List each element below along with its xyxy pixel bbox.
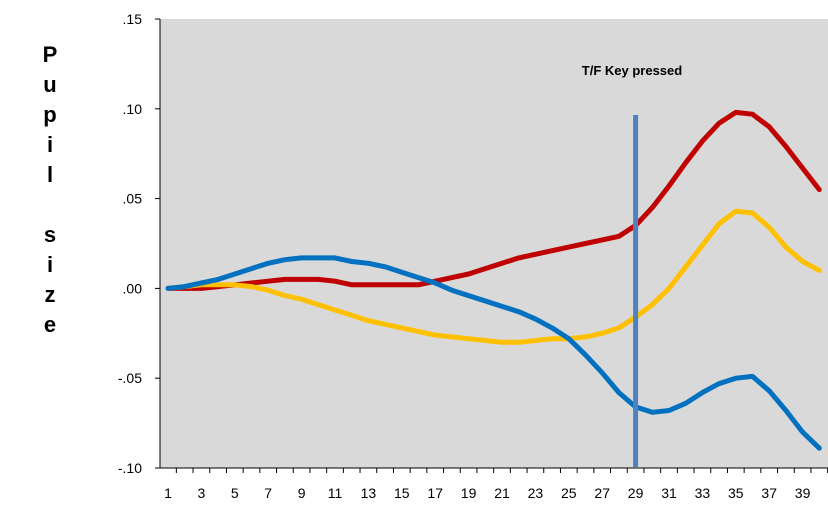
- x-tick-label: 19: [461, 485, 477, 501]
- y-axis-label-letter: z: [44, 282, 56, 307]
- x-tick-label: 27: [594, 485, 610, 501]
- x-tick-label: 37: [761, 485, 777, 501]
- y-axis-label-letter: u: [43, 72, 57, 97]
- y-tick-label: .10: [123, 101, 143, 117]
- x-tick-label: 5: [231, 485, 239, 501]
- x-tick-label: 39: [795, 485, 811, 501]
- y-tick-label: .00: [123, 280, 143, 296]
- key-press-annotation: T/F Key pressed: [582, 63, 682, 78]
- y-axis-label-letter: i: [46, 132, 54, 157]
- x-tick-label: 21: [494, 485, 510, 501]
- x-tick-label: 17: [427, 485, 443, 501]
- x-tick-label: 11: [328, 485, 343, 501]
- x-tick-label: 9: [298, 485, 306, 501]
- x-tick-label: 23: [528, 485, 544, 501]
- series-line-3: [165, 255, 822, 451]
- series-line-2: [165, 208, 822, 345]
- series-group: [165, 109, 822, 451]
- y-tick-label: -.05: [118, 370, 142, 386]
- series-line-1: [165, 109, 822, 291]
- y-axis-label-letter: p: [43, 102, 57, 127]
- y-axis-label-letter: e: [43, 312, 57, 337]
- y-tick-label: .15: [123, 11, 143, 27]
- key-press-marker-group: T/F Key pressed: [582, 63, 682, 467]
- x-tick-label: 31: [661, 485, 677, 501]
- y-axis-label-letter: l: [46, 162, 54, 187]
- x-tick-label: 33: [695, 485, 711, 501]
- y-axis-label-letter: s: [43, 222, 57, 247]
- x-tick-label: 15: [394, 485, 410, 501]
- y-axis-label-letter: i: [46, 252, 54, 277]
- x-tick-label: 25: [561, 485, 577, 501]
- y-tick-label: -.10: [118, 460, 142, 476]
- x-tick-label: 7: [264, 485, 272, 501]
- x-axis-ticks: 1 3 5 7 9 11 13 15 17 19 21 23 25 27 29 31 33 35 37 39: [164, 468, 828, 501]
- x-tick-label: 13: [361, 485, 377, 501]
- y-tick-label: .05: [123, 191, 143, 207]
- x-tick-label: 3: [198, 485, 206, 501]
- x-tick-label: 1: [164, 485, 172, 501]
- plot-area: [160, 19, 828, 468]
- y-axis-label-letter: P: [42, 42, 58, 67]
- y-axis-ticks: .15 .10 .05 .00 -.05 -.10: [118, 11, 160, 476]
- x-tick-label: 29: [628, 485, 644, 501]
- x-tick-label: 35: [728, 485, 744, 501]
